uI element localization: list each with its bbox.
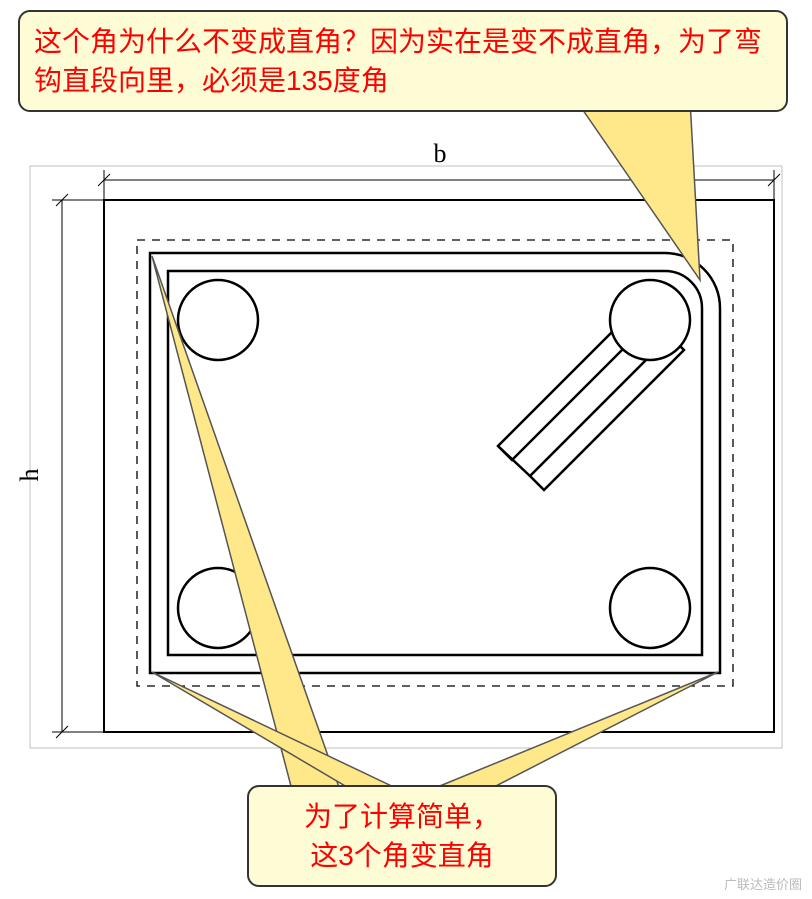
- stirrup-outer: [150, 253, 720, 673]
- pointer-to-BR: [430, 672, 718, 790]
- rebar-bottom-right: [610, 568, 690, 648]
- dashed-ref-box: [137, 240, 733, 686]
- pointer-top: [576, 100, 700, 280]
- rebar-top-right: [610, 280, 690, 360]
- pointer-layer: [0, 0, 812, 899]
- callout-bottom-line1: 为了计算简单，: [267, 797, 537, 836]
- callout-bottom-line2: 这3个角变直角: [267, 836, 537, 875]
- hook-tails: [498, 306, 684, 490]
- label-b: b: [434, 139, 447, 168]
- rebar-bottom-left: [178, 568, 258, 648]
- callout-top-text: 这个角为什么不变成直角？因为实在是变不成直角，为了弯钩直段向里，必须是135度角: [34, 22, 772, 100]
- label-h: h: [15, 469, 44, 482]
- stirrup-inner: [168, 271, 702, 655]
- callout-top: 这个角为什么不变成直角？因为实在是变不成直角，为了弯钩直段向里，必须是135度角: [18, 10, 788, 112]
- pointer-to-TL: [152, 256, 340, 790]
- dimension-b: [98, 170, 780, 206]
- concrete-outline: [104, 200, 774, 732]
- dimension-h: [52, 194, 108, 738]
- figure-border: [30, 166, 782, 748]
- callout-bottom: 为了计算简单， 这3个角变直角: [247, 785, 557, 887]
- rebar-top-left: [178, 280, 258, 360]
- technical-drawing: b h: [0, 0, 812, 899]
- watermark-text: 广联达造价圈: [724, 877, 802, 892]
- watermark: 广联达造价圈: [724, 874, 802, 893]
- pointer-to-BL: [152, 672, 400, 790]
